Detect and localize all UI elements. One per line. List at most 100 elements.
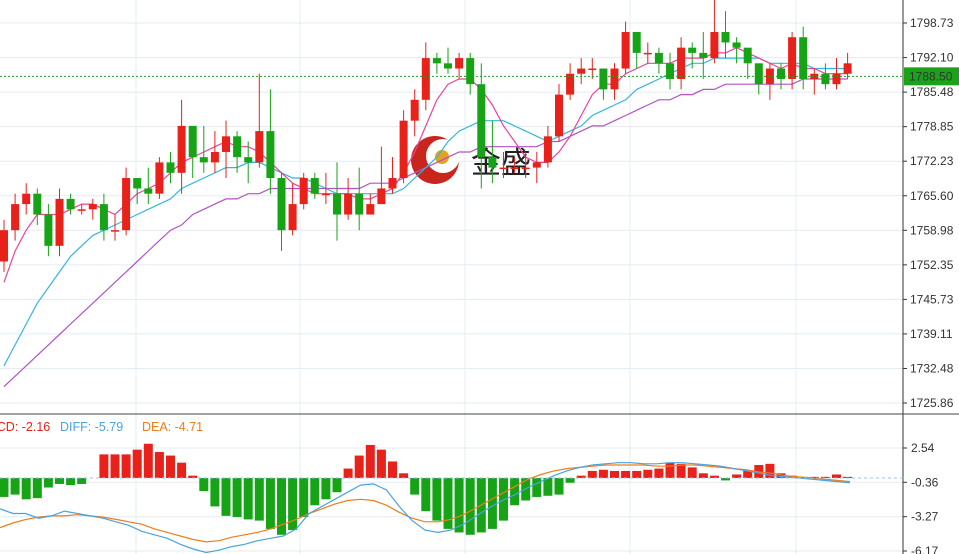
macd-bar bbox=[321, 478, 331, 500]
macd-bar bbox=[388, 461, 397, 479]
macd-bar bbox=[143, 443, 153, 479]
macd-bar bbox=[399, 473, 409, 479]
macd-bar bbox=[676, 463, 686, 479]
candle-body bbox=[566, 73, 575, 95]
current-price-label: 1788.50 bbox=[909, 69, 953, 83]
price-tick-label: 1752.35 bbox=[910, 258, 954, 272]
macd-bar bbox=[621, 470, 631, 479]
candle-body bbox=[310, 178, 319, 194]
price-tick-label: 1778.85 bbox=[910, 120, 954, 134]
candle-body bbox=[832, 73, 841, 85]
candle-body bbox=[777, 68, 785, 79]
candle-body bbox=[333, 193, 341, 215]
macd-legend-macd: MACD: -2.16 bbox=[0, 420, 50, 434]
candle-body bbox=[66, 198, 75, 210]
candle-body bbox=[710, 32, 719, 59]
dea-line bbox=[0, 464, 851, 543]
macd-bar bbox=[354, 455, 364, 479]
candle-body bbox=[222, 136, 230, 152]
logo: 金盛 bbox=[411, 136, 531, 184]
candle-body bbox=[532, 162, 541, 168]
price-tick-label: 1739.11 bbox=[910, 327, 953, 341]
candle-body bbox=[266, 131, 275, 179]
macd-bar bbox=[210, 478, 220, 507]
macd-bar bbox=[32, 478, 42, 499]
candle-body bbox=[77, 209, 86, 211]
price-tick-label: 1758.98 bbox=[910, 223, 954, 237]
candle-body bbox=[399, 120, 408, 179]
candle-body bbox=[466, 58, 475, 85]
macd-bar bbox=[188, 475, 198, 479]
macd-bar bbox=[543, 478, 553, 496]
macd-bar bbox=[454, 478, 464, 533]
candle-body bbox=[555, 94, 563, 137]
macd-bar bbox=[132, 449, 142, 479]
candle-body bbox=[588, 68, 597, 71]
macd-legend-diff: DIFF: -5.79 bbox=[60, 420, 123, 434]
candle-body bbox=[521, 167, 530, 170]
price-tick-label: 1792.10 bbox=[910, 51, 954, 65]
macd-bar bbox=[610, 470, 619, 479]
macd-bar bbox=[665, 462, 675, 479]
macd-axis-ticks: 2.54 -0.36 -3.27 -6.17 bbox=[903, 441, 939, 554]
candle-body bbox=[499, 167, 508, 170]
candle-body bbox=[344, 193, 353, 215]
macd-tick-label: 2.54 bbox=[911, 441, 935, 455]
macd-bar bbox=[843, 476, 853, 479]
candle-body bbox=[410, 99, 419, 121]
price-tick-label: 1745.73 bbox=[910, 292, 954, 306]
price-tick-label: 1772.23 bbox=[910, 154, 954, 168]
macd-bar bbox=[721, 478, 730, 481]
candle-body bbox=[111, 230, 119, 232]
candle-body bbox=[632, 32, 641, 53]
candle-body bbox=[0, 230, 8, 262]
candle-body bbox=[366, 204, 375, 215]
macd-bar bbox=[554, 478, 564, 495]
macd-tick-label: -3.27 bbox=[911, 510, 939, 524]
macd-bar bbox=[277, 478, 286, 535]
macd-bar bbox=[698, 473, 708, 479]
candle-body bbox=[510, 167, 519, 170]
price-tick-label: 1785.48 bbox=[910, 85, 954, 99]
macd-bar bbox=[410, 478, 420, 495]
current-price-tag-bg bbox=[904, 67, 959, 86]
macd-bar bbox=[0, 478, 9, 497]
candle-body bbox=[377, 188, 386, 205]
macd-bar bbox=[643, 469, 653, 479]
macd-tick-label: -6.17 bbox=[911, 544, 939, 554]
macd-bar bbox=[232, 478, 242, 518]
macd-bar bbox=[55, 478, 64, 484]
macd-legend: MACD: -2.16 DIFF: -5.79 DEA: -4.71 bbox=[0, 420, 203, 434]
candle-body bbox=[843, 63, 852, 74]
candle-body bbox=[688, 47, 697, 53]
macd-bar bbox=[299, 478, 309, 518]
macd-bar bbox=[809, 476, 819, 479]
candle-body bbox=[543, 136, 552, 163]
candle-body bbox=[666, 63, 674, 79]
macd-bar bbox=[99, 454, 109, 479]
candle-body bbox=[144, 188, 153, 194]
candle-body bbox=[321, 193, 330, 196]
macd-bar bbox=[709, 475, 719, 479]
macd-bar bbox=[343, 468, 353, 479]
candle-body bbox=[288, 204, 297, 231]
candle-body bbox=[155, 162, 164, 194]
candle-body bbox=[699, 52, 708, 59]
macd-bar bbox=[288, 478, 298, 531]
macd-bar bbox=[66, 478, 76, 486]
macd-bar bbox=[820, 476, 830, 479]
price-tick-label: 1725.86 bbox=[910, 396, 954, 410]
candle-body bbox=[455, 58, 464, 69]
candle-body bbox=[743, 47, 752, 64]
macd-bar bbox=[776, 473, 786, 479]
candle-body bbox=[99, 204, 108, 231]
macd-bar bbox=[376, 449, 386, 479]
price-axis-ticks: 1798.73 1792.10 1785.48 1778.85 1772.23 1765.… bbox=[903, 16, 954, 410]
price-tick-label: 1798.73 bbox=[910, 16, 954, 30]
candle-body bbox=[233, 136, 242, 158]
price-tick-label: 1765.60 bbox=[910, 189, 954, 203]
macd-bar bbox=[121, 454, 131, 479]
candle-body bbox=[654, 52, 663, 64]
candle-body bbox=[244, 157, 253, 163]
